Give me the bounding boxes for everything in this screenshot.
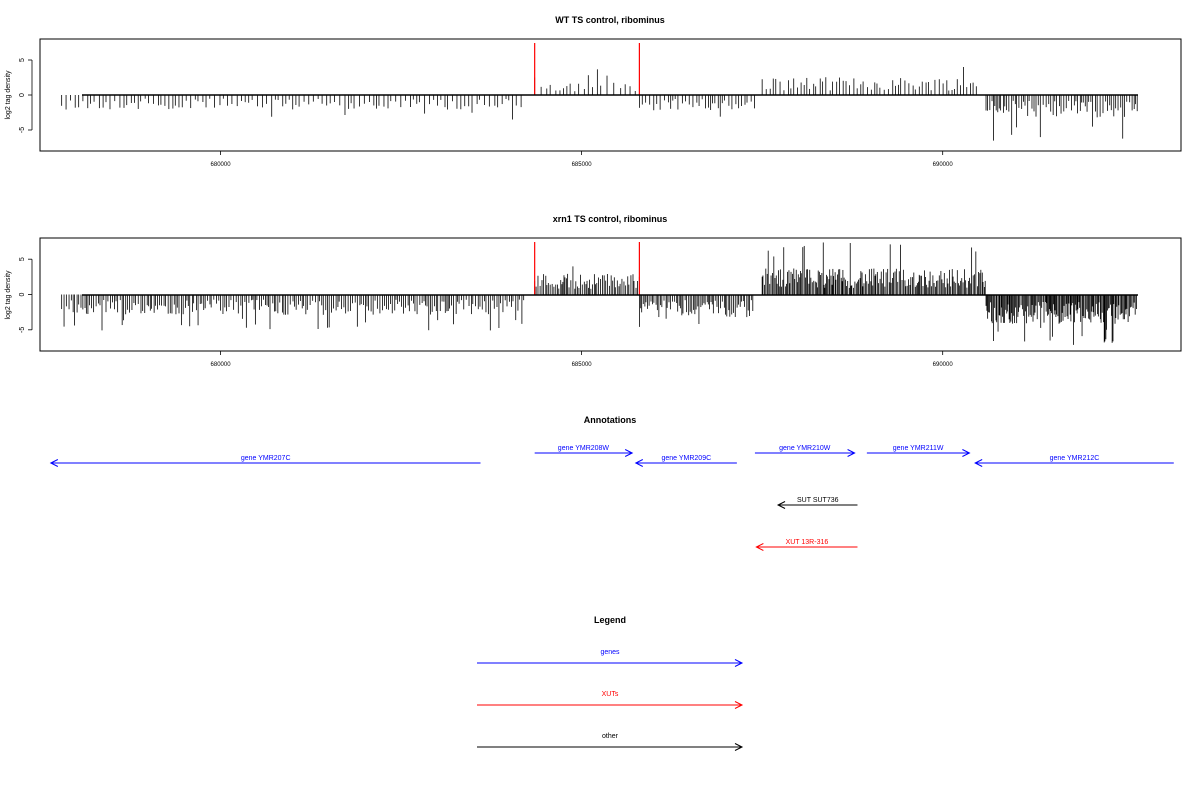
plot-frame [39,38,1182,152]
arrow-head [962,449,971,457]
feature-arrow: gene YMR207C [49,455,481,467]
x-tick-label: 685000 [572,362,593,368]
arrow-head [847,449,856,457]
legend-label: XUTs [602,691,619,698]
legend-item: other [477,733,744,751]
feature-label: gene YMR212C [1050,455,1100,462]
y-axis: -5 0 5 [19,257,33,333]
plot-frame [39,237,1182,352]
arrow-head [634,459,643,467]
legend-item: genes [477,649,744,667]
y-tick-label: 0 [19,292,26,296]
y-tick-label: 0 [19,93,26,97]
panel-title: WT TS control, ribominus [555,15,665,25]
y-axis: -5 0 5 [19,58,33,133]
legend-title: Legend [594,615,626,625]
density-bars [61,66,1138,141]
arrow-head [734,701,744,709]
legend-label: other [602,733,619,740]
feature-label: gene YMR211W [893,445,944,452]
feature-arrow: gene YMR210W [754,445,856,457]
feature-arrow: SUT SUT736 [776,497,858,509]
feature-label: gene YMR207C [241,455,291,462]
y-tick-label: -5 [19,327,26,333]
xrn1-density-panel: xrn1 TS control, ribominus log2 tag dens… [5,214,1182,368]
y-axis-label: log2 tag density [5,70,12,120]
legend-items: genes XUTs other [477,649,744,751]
arrow-head [624,449,634,457]
feature-arrows: gene YMR207C gene YMR208W gene YMR209C gene… [49,445,1174,551]
arrow-head [776,501,786,509]
x-axis: 680000 685000 690000 [211,151,954,168]
arrow-head [49,459,59,467]
feature-arrow: gene YMR209C [634,455,737,467]
x-axis: 680000 685000 690000 [211,351,954,368]
panel-title: xrn1 TS control, ribominus [553,214,668,224]
feature-arrow: gene YMR211W [866,445,971,457]
x-tick-label: 680000 [211,162,232,168]
feature-label: gene YMR208W [558,445,610,452]
y-tick-label: 5 [19,58,26,62]
feature-arrow: gene YMR212C [974,455,1174,467]
legend-label: genes [600,649,620,656]
feature-label: XUT 13R-316 [786,539,829,546]
boundary-markers [534,242,640,295]
y-tick-label: -5 [19,127,26,133]
arrow-head [734,743,744,751]
density-bars [61,242,1137,345]
feature-label: gene YMR209C [661,455,711,462]
x-tick-label: 685000 [572,162,593,168]
x-tick-label: 680000 [211,362,232,368]
x-tick-label: 690000 [933,162,954,168]
boundary-markers [534,43,640,95]
arrow-head [755,543,764,551]
legend: Legend genes XUTs other [477,615,744,751]
feature-arrow: XUT 13R-316 [755,539,858,551]
wt-density-panel: WT TS control, ribominus log2 tag densit… [5,15,1182,168]
y-axis-label: log2 tag density [5,270,12,320]
annotations-title: Annotations [584,415,637,425]
legend-item: XUTs [477,691,744,709]
y-tick-label: 5 [19,257,26,261]
feature-label: SUT SUT736 [797,497,839,504]
feature-arrow: gene YMR208W [534,445,634,457]
feature-label: gene YMR210W [779,445,831,452]
x-tick-label: 690000 [933,362,954,368]
arrow-head [974,459,983,467]
arrow-head [734,659,744,667]
